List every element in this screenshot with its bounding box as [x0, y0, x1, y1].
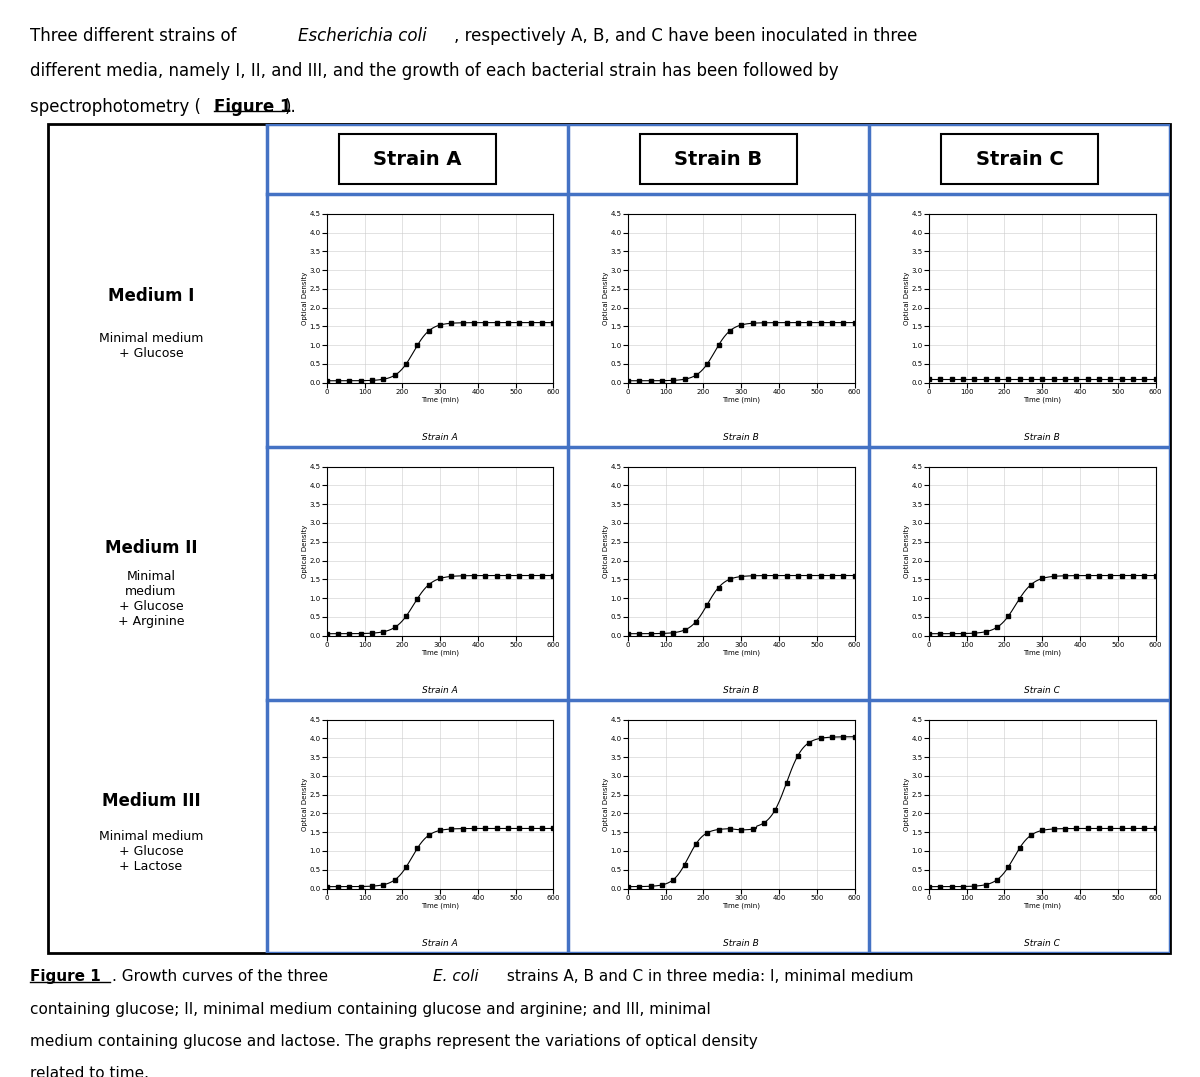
- Text: Medium I: Medium I: [108, 286, 194, 305]
- X-axis label: Time (min): Time (min): [722, 903, 760, 909]
- Text: Strain C: Strain C: [976, 150, 1063, 169]
- Text: Strain B: Strain B: [674, 150, 762, 169]
- Text: . Growth curves of the three: . Growth curves of the three: [112, 969, 332, 984]
- Text: E. coli: E. coli: [433, 969, 479, 984]
- Y-axis label: Optical Density: Optical Density: [302, 271, 308, 325]
- Text: Medium II: Medium II: [104, 540, 197, 558]
- Y-axis label: Optical Density: Optical Density: [904, 271, 910, 325]
- Text: Strain C: Strain C: [1025, 939, 1061, 948]
- Text: Minimal medium
+ Glucose: Minimal medium + Glucose: [98, 332, 203, 360]
- X-axis label: Time (min): Time (min): [722, 649, 760, 656]
- Text: Figure 1: Figure 1: [214, 98, 292, 116]
- X-axis label: Time (min): Time (min): [1024, 396, 1061, 403]
- X-axis label: Time (min): Time (min): [421, 903, 460, 909]
- Y-axis label: Optical Density: Optical Density: [602, 524, 608, 578]
- X-axis label: Time (min): Time (min): [722, 396, 760, 403]
- Text: , respectively A, B, and C have been inoculated in three: , respectively A, B, and C have been ino…: [454, 27, 917, 45]
- Text: Strain A: Strain A: [422, 433, 458, 443]
- Text: Minimal
medium
+ Glucose
+ Arginine: Minimal medium + Glucose + Arginine: [118, 570, 184, 628]
- X-axis label: Time (min): Time (min): [1024, 649, 1061, 656]
- Text: Strain A: Strain A: [373, 150, 462, 169]
- Text: Strain B: Strain B: [724, 939, 760, 948]
- Text: related to time.: related to time.: [30, 1066, 149, 1077]
- Text: medium containing glucose and lactose. The graphs represent the variations of op: medium containing glucose and lactose. T…: [30, 1034, 757, 1049]
- X-axis label: Time (min): Time (min): [1024, 903, 1061, 909]
- Text: containing glucose; II, minimal medium containing glucose and arginine; and III,: containing glucose; II, minimal medium c…: [30, 1002, 710, 1017]
- Y-axis label: Optical Density: Optical Density: [602, 271, 608, 325]
- Text: Strain A: Strain A: [422, 939, 458, 948]
- Text: Strain A: Strain A: [422, 686, 458, 696]
- Text: Three different strains of: Three different strains of: [30, 27, 241, 45]
- Y-axis label: Optical Density: Optical Density: [904, 778, 910, 830]
- Text: ).: ).: [284, 98, 296, 116]
- X-axis label: Time (min): Time (min): [421, 649, 460, 656]
- Text: Strain B: Strain B: [724, 686, 760, 696]
- Y-axis label: Optical Density: Optical Density: [302, 778, 308, 830]
- Text: Strain C: Strain C: [1025, 686, 1061, 696]
- Y-axis label: Optical Density: Optical Density: [302, 524, 308, 578]
- Text: spectrophotometry (: spectrophotometry (: [30, 98, 200, 116]
- FancyBboxPatch shape: [941, 134, 1098, 184]
- Text: Medium III: Medium III: [102, 793, 200, 810]
- Y-axis label: Optical Density: Optical Density: [904, 524, 910, 578]
- Y-axis label: Optical Density: Optical Density: [602, 778, 608, 830]
- Text: Minimal medium
+ Glucose
+ Lactose: Minimal medium + Glucose + Lactose: [98, 830, 203, 873]
- FancyBboxPatch shape: [340, 134, 496, 184]
- X-axis label: Time (min): Time (min): [421, 396, 460, 403]
- Text: Strain B: Strain B: [1025, 433, 1060, 443]
- Text: strains A, B and C in three media: I, minimal medium: strains A, B and C in three media: I, mi…: [502, 969, 913, 984]
- Text: Escherichia coli: Escherichia coli: [298, 27, 426, 45]
- Text: Strain B: Strain B: [724, 433, 760, 443]
- Text: different media, namely I, II, and III, and the growth of each bacterial strain : different media, namely I, II, and III, …: [30, 62, 839, 81]
- FancyBboxPatch shape: [640, 134, 797, 184]
- Text: Figure 1: Figure 1: [30, 969, 101, 984]
